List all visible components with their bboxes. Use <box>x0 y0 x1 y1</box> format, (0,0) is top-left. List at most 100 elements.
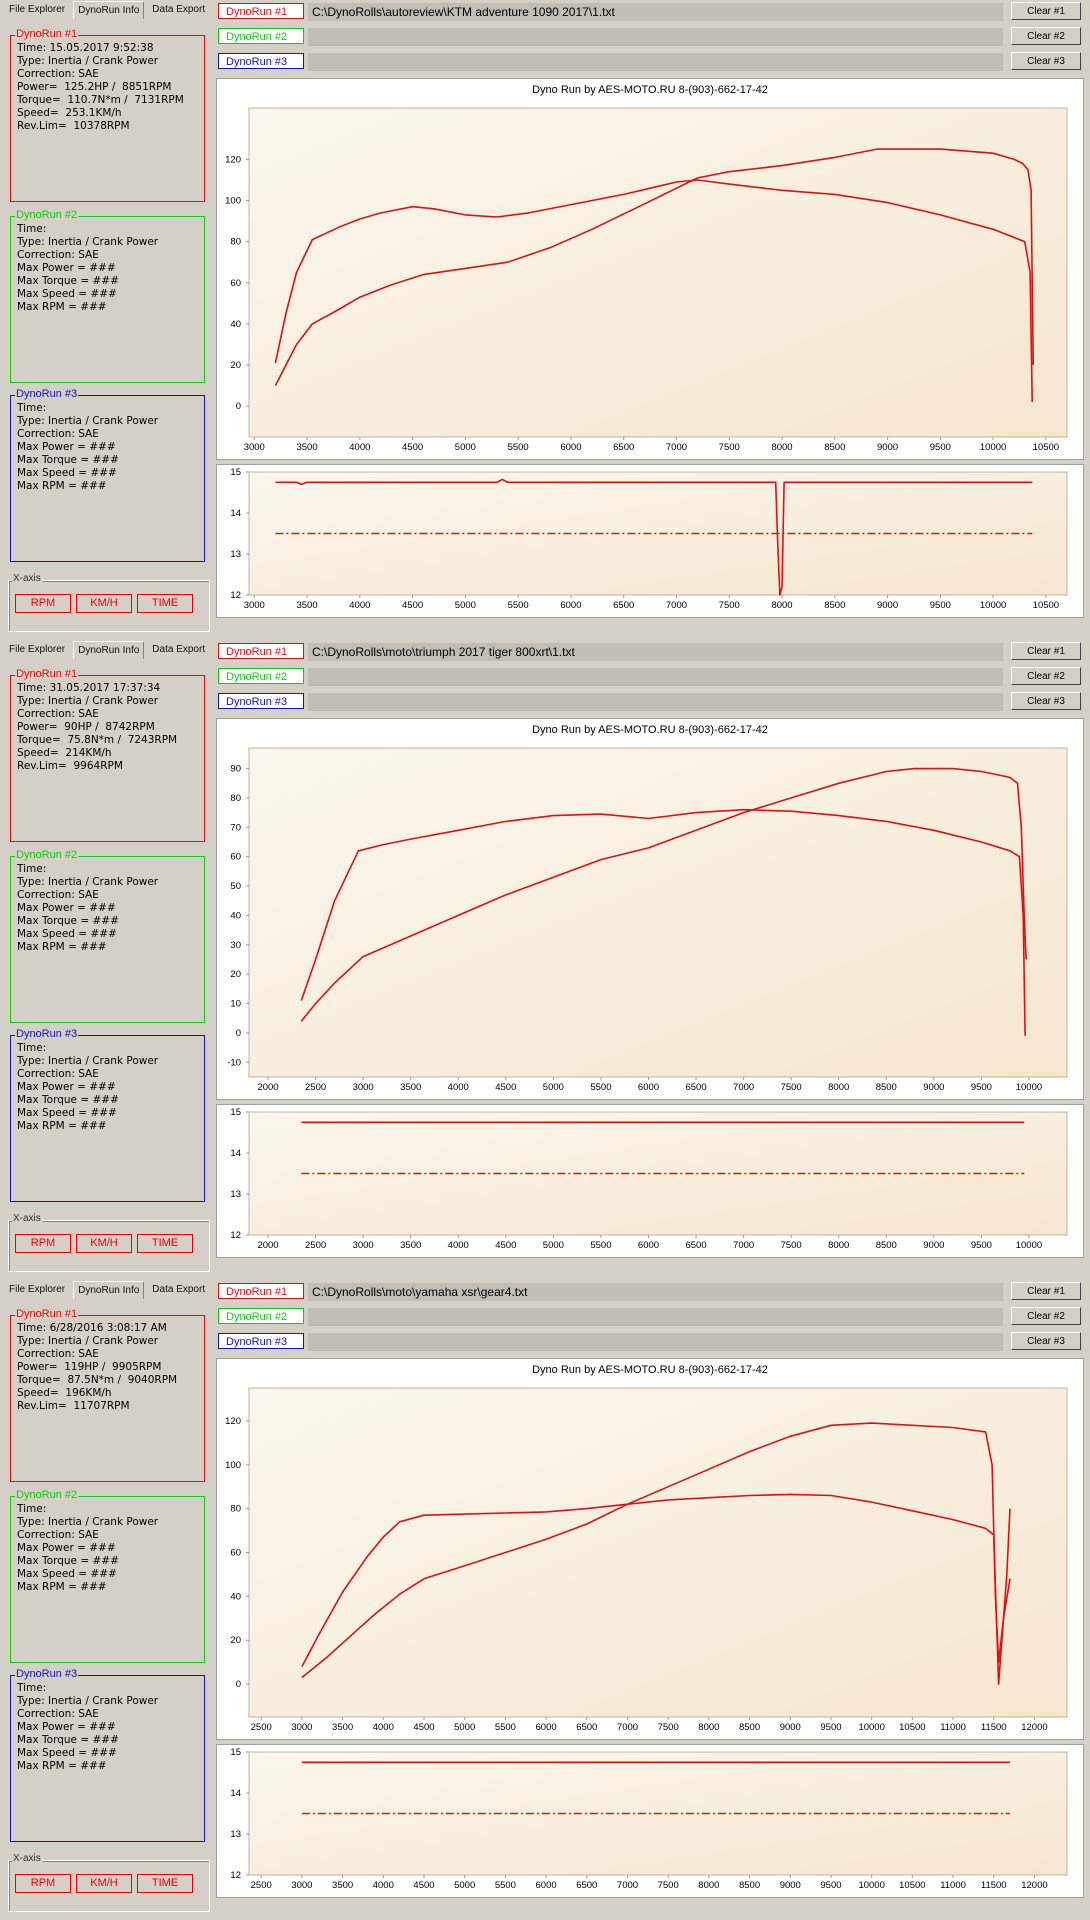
clear-run-2-button[interactable]: Clear #2 <box>1011 667 1081 685</box>
x-tick-label: 4000 <box>448 1240 469 1251</box>
run-info-line: Correction: SAE <box>17 1529 99 1541</box>
tab-dynorun-info[interactable]: DynoRun Info <box>73 1 145 19</box>
x-tick-label: 9000 <box>923 1240 944 1251</box>
data-curve-2 <box>301 1422 1011 1679</box>
run-info-title: DynoRun #1 <box>15 668 79 680</box>
run-info-line: Max Speed = ### <box>17 467 117 479</box>
y-tick-label: 12 <box>230 590 241 601</box>
clear-run-1-button[interactable]: Clear #1 <box>1011 642 1081 660</box>
y-tick-label: 0 <box>236 401 241 412</box>
x-tick-label: 3000 <box>291 1722 312 1733</box>
run-info-line: Power= 119HP / 9905RPM <box>17 1361 162 1373</box>
tab-file-explorer[interactable]: File Explorer <box>9 4 66 15</box>
tab-dynorun-info[interactable]: DynoRun Info <box>73 1281 145 1299</box>
run-label-3[interactable]: DynoRun #3 <box>218 1333 304 1349</box>
x-tick-label: 12000 <box>1021 1722 1047 1733</box>
clear-run-1-button[interactable]: Clear #1 <box>1011 1282 1081 1300</box>
run-label-3[interactable]: DynoRun #3 <box>218 693 304 709</box>
run-label-3[interactable]: DynoRun #3 <box>218 53 304 69</box>
y-tick-label: -10 <box>227 1057 241 1068</box>
x-axis-time-button[interactable]: TIME <box>137 1234 193 1253</box>
run-label-2[interactable]: DynoRun #2 <box>218 28 304 44</box>
run-file-path-3[interactable] <box>308 693 1003 711</box>
x-tick-label: 9000 <box>877 442 898 453</box>
run-info-line: Torque= 110.7N*m / 7131RPM <box>17 94 184 106</box>
x-tick-label: 6000 <box>638 1240 659 1251</box>
x-axis-rpm-button[interactable]: RPM <box>15 1234 71 1253</box>
info-sidebar: File Explorer DynoRun Info Data Export Dyno… <box>0 640 212 1280</box>
x-tick-label: 8000 <box>698 1880 719 1891</box>
x-tick-label: 2500 <box>251 1880 272 1891</box>
run-info-line: Time: 15.05.2017 9:52:38 <box>17 42 154 54</box>
run-info-line: Power= 90HP / 8742RPM <box>17 721 155 733</box>
tab-file-explorer[interactable]: File Explorer <box>9 644 66 655</box>
dyno-main-chart: Dyno Run by AES-MOTO.RU 8-(903)-662-17-4… <box>216 78 1084 460</box>
y-tick-label: 80 <box>230 793 241 804</box>
run-info-line: Max RPM = ### <box>17 1120 107 1132</box>
x-axis-rpm-button[interactable]: RPM <box>15 594 71 613</box>
y-tick-label: 50 <box>230 881 241 892</box>
run-info-line: Correction: SAE <box>17 1348 99 1360</box>
x-axis-kmh-button[interactable]: KM/H <box>76 1234 132 1253</box>
run-file-path-1[interactable]: C:\DynoRolls\autoreview\KTM adventure 10… <box>308 3 1003 21</box>
x-axis-group-title: X-axis <box>12 1853 42 1864</box>
clear-run-2-button[interactable]: Clear #2 <box>1011 1307 1081 1325</box>
run-label-2[interactable]: DynoRun #2 <box>218 1308 304 1324</box>
run-file-path-2[interactable] <box>308 668 1003 686</box>
x-axis-kmh-button[interactable]: KM/H <box>76 1874 132 1893</box>
x-tick-label: 4500 <box>402 600 423 611</box>
chart-title: Dyno Run by AES-MOTO.RU 8-(903)-662-17-4… <box>532 724 768 736</box>
x-tick-label: 8500 <box>876 1240 897 1251</box>
x-tick-label: 6500 <box>685 1240 706 1251</box>
run-file-path-1[interactable]: C:\DynoRolls\moto\triumph 2017 tiger 800… <box>308 643 1003 661</box>
y-tick-label: 10 <box>230 999 241 1010</box>
run-info-lines: Time: Type: Inertia / Crank Power Correcti… <box>17 1503 158 1594</box>
x-axis-kmh-button[interactable]: KM/H <box>76 594 132 613</box>
x-axis-rpm-button[interactable]: RPM <box>15 1874 71 1893</box>
run-file-row-1: DynoRun #1 C:\DynoRolls\moto\yamaha xsr\g… <box>216 1283 1006 1301</box>
run-info-lines: Time: Type: Inertia / Crank Power Correcti… <box>17 223 158 314</box>
run-file-path-3[interactable] <box>308 1333 1003 1351</box>
run-info-box-3: DynoRun #3 Time: Type: Inertia / Crank Pow… <box>10 1668 205 1842</box>
clear-run-3-button[interactable]: Clear #3 <box>1011 692 1081 710</box>
run-label-1[interactable]: DynoRun #1 <box>218 1283 304 1299</box>
run-label-2[interactable]: DynoRun #2 <box>218 668 304 684</box>
run-info-title: DynoRun #1 <box>15 1308 79 1320</box>
x-axis-time-button[interactable]: TIME <box>137 594 193 613</box>
clear-run-3-button[interactable]: Clear #3 <box>1011 52 1081 70</box>
run-info-box-3: DynoRun #3 Time: Type: Inertia / Crank Pow… <box>10 388 205 562</box>
x-tick-label: 8500 <box>739 1722 760 1733</box>
x-tick-label: 11500 <box>981 1722 1007 1733</box>
run-file-path-2[interactable] <box>308 1308 1003 1326</box>
run-label-1[interactable]: DynoRun #1 <box>218 643 304 659</box>
clear-run-3-button[interactable]: Clear #3 <box>1011 1332 1081 1350</box>
x-tick-label: 3500 <box>332 1880 353 1891</box>
x-tick-label: 7000 <box>617 1880 638 1891</box>
x-tick-label: 9500 <box>820 1880 841 1891</box>
run-file-path-3[interactable] <box>308 53 1003 71</box>
x-tick-label: 4500 <box>413 1880 434 1891</box>
x-tick-label: 3000 <box>353 1082 374 1093</box>
x-tick-label: 10000 <box>858 1880 884 1891</box>
x-tick-label: 12000 <box>1021 1880 1047 1891</box>
tab-data-export[interactable]: Data Export <box>152 4 206 15</box>
x-axis-time-button[interactable]: TIME <box>137 1874 193 1893</box>
run-info-title: DynoRun #2 <box>15 849 79 861</box>
tab-data-export[interactable]: Data Export <box>152 644 206 655</box>
y-tick-label: 13 <box>230 1189 241 1200</box>
clear-run-2-button[interactable]: Clear #2 <box>1011 27 1081 45</box>
tab-data-export[interactable]: Data Export <box>152 1284 206 1295</box>
run-file-path-2[interactable] <box>308 28 1003 46</box>
run-info-line: Speed= 214KM/h <box>17 747 112 759</box>
run-label-1[interactable]: DynoRun #1 <box>218 3 304 19</box>
run-info-line: Type: Inertia / Crank Power <box>17 1055 159 1067</box>
run-info-line: Max Speed = ### <box>17 288 117 300</box>
x-tick-label: 7000 <box>733 1082 754 1093</box>
x-tick-label: 5000 <box>455 442 476 453</box>
run-info-line: Time: <box>17 1682 47 1694</box>
x-tick-label: 2000 <box>257 1240 278 1251</box>
clear-run-1-button[interactable]: Clear #1 <box>1011 2 1081 20</box>
tab-file-explorer[interactable]: File Explorer <box>9 1284 66 1295</box>
tab-dynorun-info[interactable]: DynoRun Info <box>73 641 145 659</box>
run-file-path-1[interactable]: C:\DynoRolls\moto\yamaha xsr\gear4.txt <box>308 1283 1003 1301</box>
